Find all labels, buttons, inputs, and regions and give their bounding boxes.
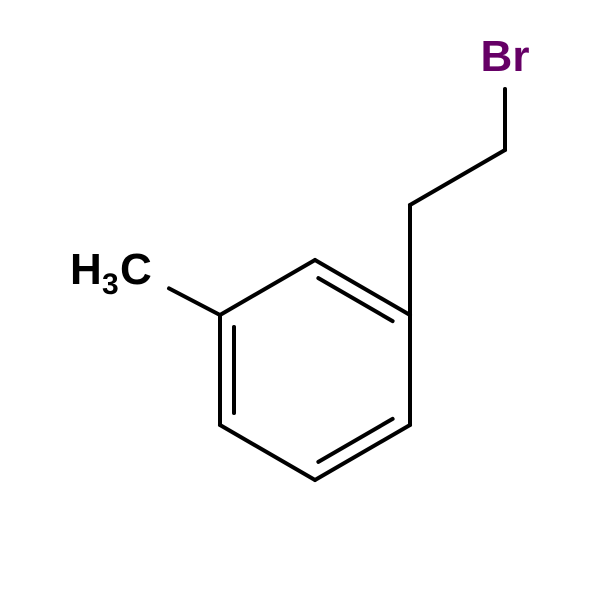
svg-text:C: C [120,245,152,294]
svg-text:3: 3 [102,268,119,301]
molecule-diagram: Br H3C [0,0,600,600]
bromine-label: Br [481,32,530,81]
methyl-label: H3C [70,245,152,301]
svg-text:H: H [70,245,102,294]
